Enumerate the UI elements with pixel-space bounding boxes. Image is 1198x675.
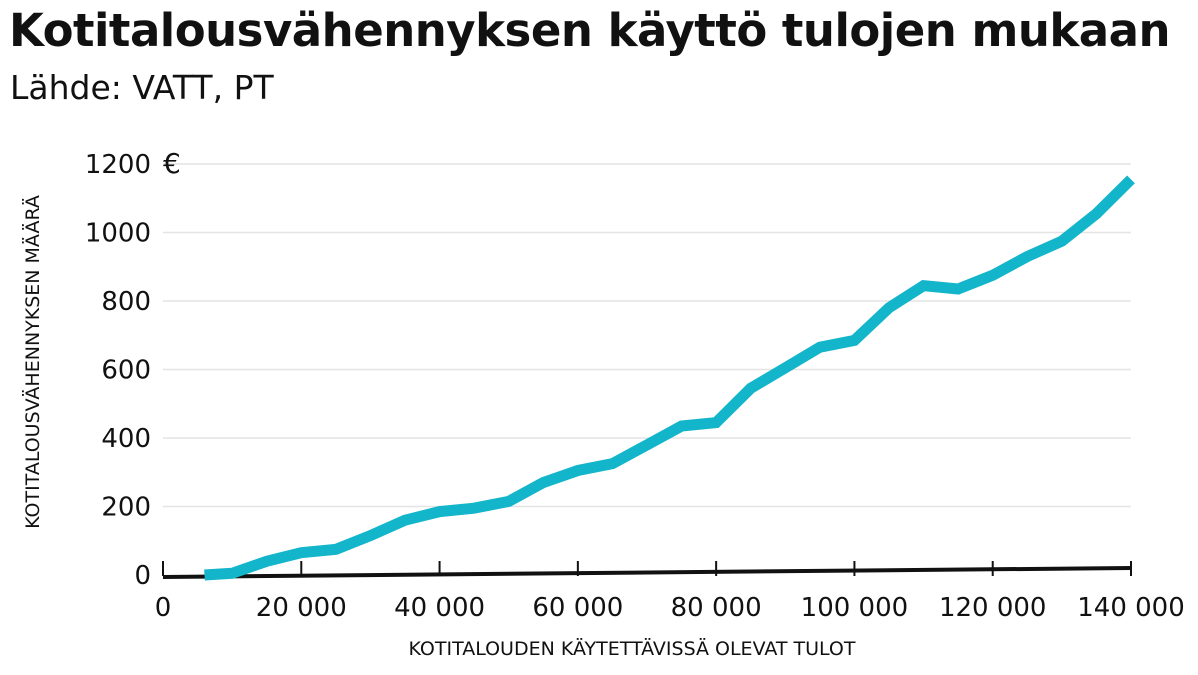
x-tick-label: 0 — [155, 593, 172, 623]
x-axis-line — [162, 566, 1132, 579]
series — [204, 175, 1135, 581]
x-tick-label: 60 000 — [532, 593, 623, 623]
tick-labels: 0 200 400 600 800 1000 1200 0 20 000 40 000 60 000… — [85, 150, 1185, 623]
series-line — [204, 175, 1135, 581]
chart-subtitle: Lähde: VATT, PT — [10, 68, 274, 107]
chart-title: Kotitalousvähennyksen käyttö tulojen muk… — [9, 4, 1171, 57]
y-unit-label: € — [163, 147, 181, 180]
x-tick-label: 20 000 — [256, 593, 347, 623]
y-tick-label: 0 — [134, 561, 151, 591]
axes — [162, 561, 1132, 579]
y-tick-label: 600 — [101, 356, 151, 386]
gridlines — [163, 163, 1131, 508]
x-tick-label: 40 000 — [394, 593, 485, 623]
x-tick-label: 120 000 — [939, 593, 1047, 623]
y-tick-label: 200 — [101, 493, 151, 523]
y-tick-label: 1200 — [85, 150, 151, 180]
y-tick-label: 800 — [101, 287, 151, 317]
x-tick-label: 100 000 — [801, 593, 909, 623]
x-tick-label: 80 000 — [671, 593, 762, 623]
x-axis-title: KOTITALOUDEN KÄYTETTÄVISSÄ OLEVAT TULOT — [408, 637, 855, 660]
y-tick-label: 400 — [101, 424, 151, 454]
y-axis-title: KOTITALOUSVÄHENNYKSEN MÄÄRÄ — [21, 195, 44, 529]
y-tick-label: 1000 — [85, 219, 151, 249]
x-tick-label: 140 000 — [1077, 593, 1185, 623]
